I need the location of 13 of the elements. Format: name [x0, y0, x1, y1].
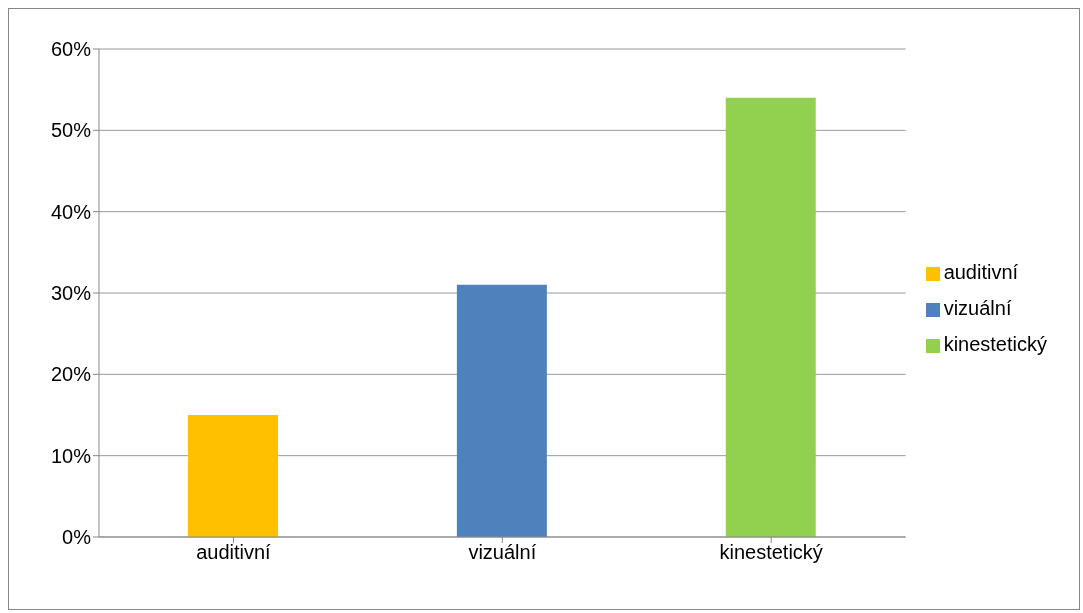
legend-label: kinestetický [943, 333, 1047, 355]
y-tick-label: 0% [62, 526, 92, 549]
y-tick-label: 30% [50, 282, 92, 305]
y-tick-label: 10% [50, 444, 92, 467]
y-tick-label: 40% [50, 200, 92, 223]
y-tick-label: 20% [50, 363, 92, 386]
x-tick-label: vizuální [468, 541, 537, 564]
y-tick-label: 60% [50, 38, 92, 61]
x-tick-label: auditivní [196, 541, 272, 564]
legend-label: auditivní [943, 261, 1019, 283]
x-tick-label: kinestetický [719, 541, 823, 564]
legend-label: vizuální [943, 297, 1012, 319]
y-tick-label: 50% [50, 119, 92, 142]
